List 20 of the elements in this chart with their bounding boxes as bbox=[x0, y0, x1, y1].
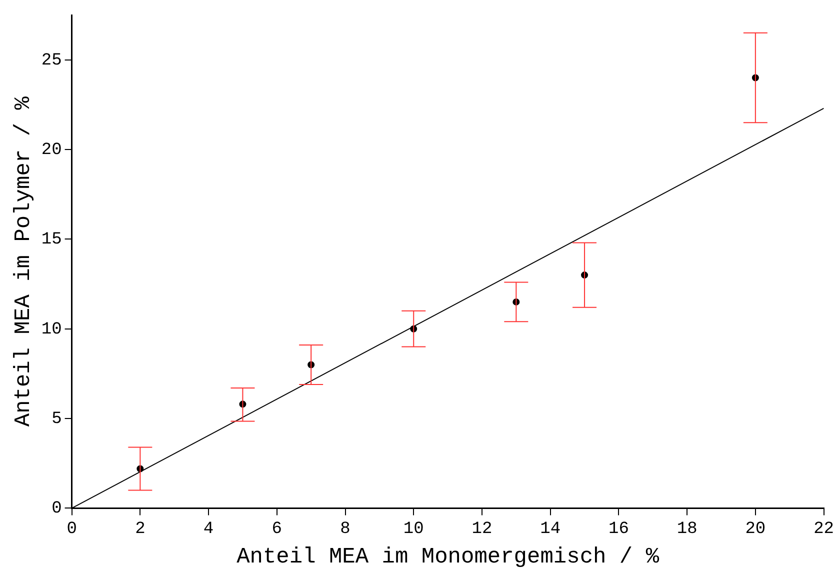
x-tick-label: 22 bbox=[814, 520, 834, 539]
y-tick-label: 0 bbox=[52, 500, 62, 519]
x-tick-label: 2 bbox=[135, 520, 146, 539]
x-tick-label: 10 bbox=[403, 520, 424, 539]
x-tick-label: 18 bbox=[676, 520, 698, 539]
x-tick-label: 20 bbox=[745, 520, 766, 539]
x-tick-label: 4 bbox=[203, 520, 214, 539]
x-tick-label: 6 bbox=[272, 520, 282, 539]
y-tick-label: 15 bbox=[41, 230, 62, 250]
y-tick-label: 25 bbox=[41, 51, 62, 70]
x-tick-label: 8 bbox=[340, 520, 350, 539]
x-tick-label: 0 bbox=[66, 520, 77, 539]
y-tick-label: 5 bbox=[52, 410, 62, 430]
y-tick-label: 10 bbox=[41, 320, 62, 340]
x-tick-label: 14 bbox=[540, 520, 561, 539]
y-axis-title: Anteil MEA im Polymer / % bbox=[11, 96, 36, 427]
x-axis-title: Anteil MEA im Monomergemisch / % bbox=[236, 544, 660, 570]
y-tick-label: 20 bbox=[41, 141, 62, 160]
x-tick-label: 12 bbox=[472, 520, 492, 539]
x-tick-label: 16 bbox=[608, 520, 629, 539]
